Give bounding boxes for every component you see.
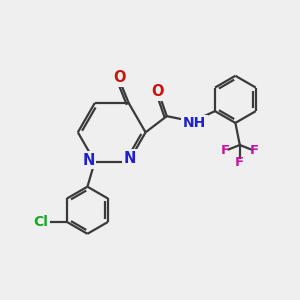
Text: F: F (221, 144, 230, 157)
Text: NH: NH (183, 116, 206, 130)
Text: O: O (114, 70, 126, 86)
Text: F: F (249, 144, 259, 157)
Text: O: O (152, 85, 164, 100)
Text: Cl: Cl (33, 215, 48, 229)
Text: N: N (82, 153, 94, 168)
Text: N: N (124, 151, 136, 166)
Text: F: F (235, 156, 244, 169)
